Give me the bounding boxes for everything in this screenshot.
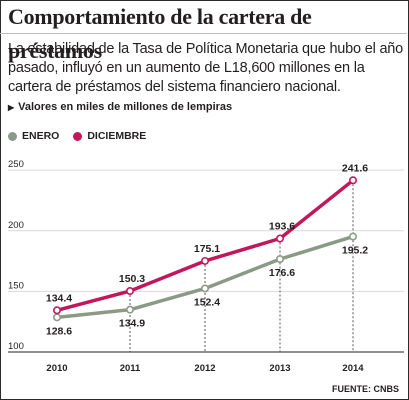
y-tick-label: 250 [8,159,24,170]
x-tick-label: 2011 [120,363,141,374]
units-note: ▶ Valores en miles de millones de lempir… [8,101,232,113]
data-point-enero [126,305,135,314]
data-point-enero [275,255,284,264]
data-point-diciembre [126,287,135,296]
data-label-enero: 176.6 [269,267,295,279]
legend-dot-enero [8,131,17,141]
x-tick-label: 2010 [46,363,67,374]
x-tick-label: 2013 [269,363,290,374]
data-label-diciembre: 193.6 [269,221,295,233]
data-point-diciembre [348,176,357,185]
data-label-diciembre: 241.6 [342,162,368,174]
triangle-icon: ▶ [8,102,15,112]
y-tick-label: 100 [8,341,24,352]
data-label-enero: 152.4 [194,296,220,308]
data-label-diciembre: 175.1 [194,243,220,255]
legend: ENERO DICIEMBRE [8,130,146,142]
units-note-label: Valores en miles de millones de lempiras [18,101,233,113]
data-label-enero: 195.2 [342,245,368,257]
legend-label-diciembre: DICIEMBRE [87,130,147,142]
legend-item-diciembre: DICIEMBRE [73,130,146,142]
x-tick-label: 2012 [194,363,215,374]
data-point-enero [348,232,357,241]
data-point-diciembre [275,234,284,243]
legend-item-enero: ENERO [8,130,59,142]
legend-dot-diciembre [73,131,83,141]
data-label-enero: 134.9 [119,318,145,330]
x-tick-label: 2014 [342,363,364,374]
data-point-diciembre [52,306,61,315]
line-chart: 100 150 200 250 2010 2011 2012 2013 2014 128.6 134… [8,159,404,374]
legend-label-enero: ENERO [22,130,60,142]
intro-text: La estabilidad de la Tasa de Política Mo… [8,41,404,95]
y-tick-label: 200 [8,220,24,231]
chart-title: Comportamiento de la cartera de préstamo… [0,0,407,63]
data-point-diciembre [201,256,210,265]
data-point-enero [52,313,61,322]
data-point-enero [201,284,210,293]
y-tick-label: 150 [8,280,24,291]
data-label-diciembre: 150.3 [119,273,145,285]
data-label-diciembre: 134.4 [46,292,72,304]
data-label-enero: 128.6 [46,325,72,337]
source-note: FUENTE: CNBS [332,384,399,394]
